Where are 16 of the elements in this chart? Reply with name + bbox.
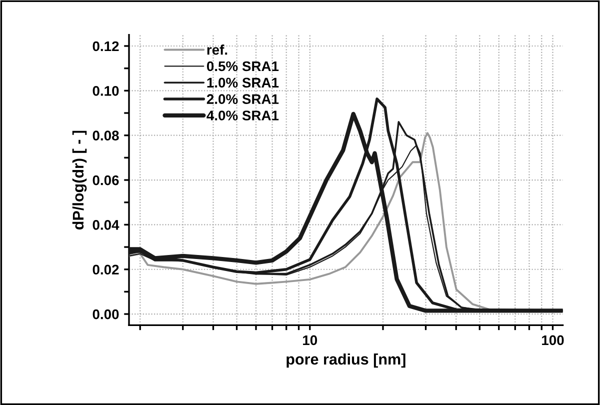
y-axis-title: dP/log(dr) [ - ] xyxy=(72,130,87,230)
y-tick-label: 0.00 xyxy=(92,309,119,320)
legend-label: 1.0% SRA1 xyxy=(207,78,279,88)
y-tick-label: 0.10 xyxy=(92,86,119,96)
y-tick-label: 0.12 xyxy=(92,41,119,52)
y-tick-label: 0.04 xyxy=(92,220,120,230)
y-tick-label: 0.02 xyxy=(92,264,119,275)
x-tick-label: 100 xyxy=(542,335,564,346)
legend-label: 2.0% SRA1 xyxy=(206,94,279,104)
x-tick-label: 10 xyxy=(303,335,318,346)
legend-label: ref. xyxy=(207,44,228,55)
y-tick-label: 0.08 xyxy=(92,130,119,141)
legend-label: 0.5% SRA1 xyxy=(206,61,279,72)
legend-label: 4.0% SRA1 xyxy=(206,110,279,120)
x-axis-title: pore radius [nm] xyxy=(286,353,406,368)
y-tick-label: 0.06 xyxy=(92,175,119,186)
